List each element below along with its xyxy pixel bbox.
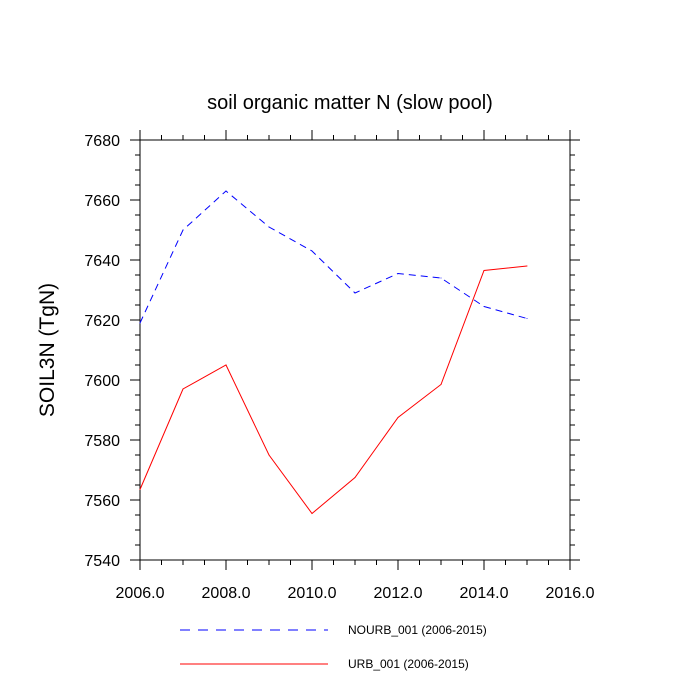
data-point (483, 306, 485, 307)
data-point (268, 226, 270, 228)
data-point (397, 273, 399, 274)
data-point (397, 417, 399, 418)
data-point (311, 250, 313, 252)
y-tick-label: 7560 (84, 493, 120, 510)
data-point (354, 477, 356, 478)
data-point (225, 364, 227, 366)
x-tick-label: 2014.0 (460, 585, 509, 602)
data-point (526, 318, 528, 319)
y-tick-label: 7580 (84, 433, 120, 450)
data-point (311, 513, 313, 514)
series-line-1 (139, 190, 528, 324)
x-tick-label: 2008.0 (202, 585, 251, 602)
series-line-2 (139, 265, 528, 515)
data-point (182, 229, 184, 231)
data-point (440, 277, 442, 279)
legend: NOURB_001 (2006-2015) URB_001 (2006-2015) (180, 623, 487, 671)
plot-frame (139, 139, 571, 561)
data-point (440, 384, 442, 385)
data-point (139, 322, 141, 324)
x-tick-label: 2006.0 (116, 585, 165, 602)
y-tick-label: 7620 (84, 313, 120, 330)
y-tick-label: 7660 (84, 193, 120, 210)
legend-label-1: NOURB_001 (2006-2015) (348, 623, 487, 637)
x-tick-label: 2016.0 (546, 585, 595, 602)
legend-label-2: URB_001 (2006-2015) (348, 657, 469, 671)
data-point (225, 190, 227, 192)
y-tick-labels: 7540 7560 7580 7600 7620 7640 7660 7680 (84, 133, 120, 570)
x-tick-label: 2012.0 (374, 585, 423, 602)
y-tick-label: 7680 (84, 133, 120, 150)
y-tick-label: 7640 (84, 253, 120, 270)
data-point (139, 489, 141, 490)
y-tick-label: 7600 (84, 373, 120, 390)
x-tick-label: 2010.0 (288, 585, 337, 602)
data-point (268, 454, 270, 456)
y-tick-label: 7540 (84, 553, 120, 570)
series-lines (139, 190, 528, 515)
x-tick-labels: 2006.0 2008.0 2010.0 2012.0 2014.0 2016.0 (116, 585, 595, 602)
data-point (182, 388, 184, 390)
tick-marks (130, 130, 580, 570)
chart-title: soil organic matter N (slow pool) (207, 92, 493, 114)
y-axis-label: SOIL3N (TgN) (36, 283, 59, 417)
data-point (483, 270, 485, 271)
data-point (526, 265, 528, 267)
data-point (354, 292, 356, 294)
